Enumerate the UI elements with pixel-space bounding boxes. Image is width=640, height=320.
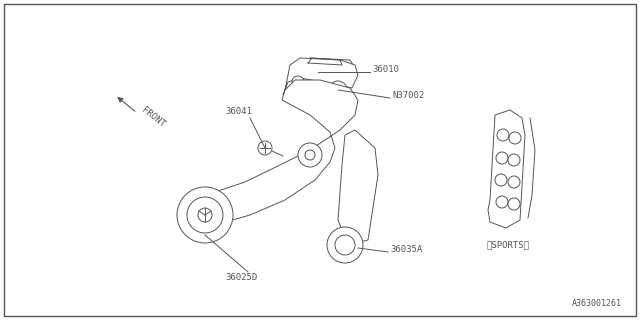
Circle shape: [177, 187, 233, 243]
Circle shape: [334, 86, 342, 94]
Polygon shape: [338, 130, 378, 245]
Polygon shape: [295, 62, 330, 100]
Polygon shape: [300, 58, 355, 76]
Text: 36025D: 36025D: [225, 274, 257, 283]
Circle shape: [327, 227, 363, 263]
Circle shape: [329, 81, 347, 99]
Text: 36035A: 36035A: [390, 245, 422, 254]
Circle shape: [258, 141, 272, 155]
Circle shape: [198, 208, 212, 222]
Polygon shape: [182, 80, 358, 228]
Polygon shape: [488, 110, 525, 228]
Text: 36010: 36010: [372, 66, 399, 75]
Text: N37002: N37002: [392, 92, 424, 100]
Circle shape: [335, 235, 355, 255]
Text: 36041: 36041: [225, 108, 252, 116]
Circle shape: [305, 150, 315, 160]
Circle shape: [187, 197, 223, 233]
Circle shape: [495, 174, 507, 186]
Circle shape: [497, 129, 509, 141]
Text: A363001261: A363001261: [572, 299, 622, 308]
Circle shape: [508, 154, 520, 166]
Circle shape: [508, 198, 520, 210]
Circle shape: [496, 152, 508, 164]
Circle shape: [496, 196, 508, 208]
Circle shape: [509, 132, 521, 144]
Text: 〈SPORTS〉: 〈SPORTS〉: [486, 240, 529, 249]
Circle shape: [298, 143, 322, 167]
Circle shape: [292, 76, 304, 88]
Circle shape: [508, 176, 520, 188]
Polygon shape: [283, 58, 358, 95]
Text: FRONT: FRONT: [140, 105, 166, 129]
